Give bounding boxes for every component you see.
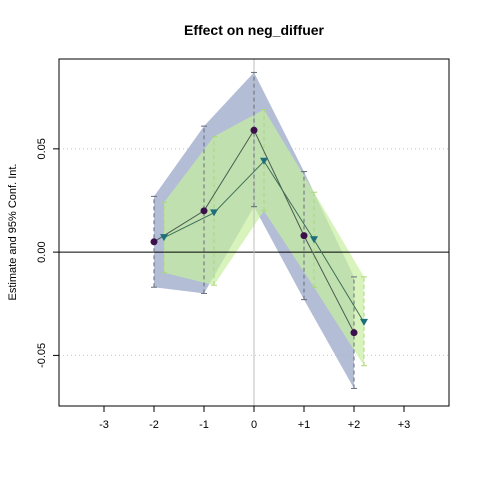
x-tick-label: -1 xyxy=(199,419,209,431)
data-point xyxy=(310,236,318,244)
x-tick-label: +2 xyxy=(348,419,361,431)
chart-title: Effect on neg_diffuer xyxy=(184,22,325,38)
plot-area: -3 -2 -1 0 +1 +2 +3 -0.05 0.00 0.05 xyxy=(36,58,450,431)
data-point xyxy=(210,209,218,217)
data-point xyxy=(350,329,358,337)
x-tick-label: 0 xyxy=(251,419,257,431)
x-tick-label: +1 xyxy=(298,419,311,431)
data-point xyxy=(150,238,158,246)
ci-band-series-2 xyxy=(164,109,364,366)
x-tick-label: -2 xyxy=(149,419,159,431)
y-tick-label: -0.05 xyxy=(36,343,48,368)
x-tick-label: -3 xyxy=(99,419,109,431)
y-tick-label: 0.05 xyxy=(36,138,48,159)
y-tick-label: 0.00 xyxy=(36,241,48,262)
data-point xyxy=(260,157,268,165)
x-tick-label: +3 xyxy=(398,419,411,431)
data-point xyxy=(250,126,258,134)
data-point xyxy=(300,232,308,240)
data-point xyxy=(360,318,368,326)
data-point xyxy=(200,207,208,215)
data-point xyxy=(160,234,168,242)
y-axis-title: Estimate and 95% Conf. Int. xyxy=(7,164,19,301)
